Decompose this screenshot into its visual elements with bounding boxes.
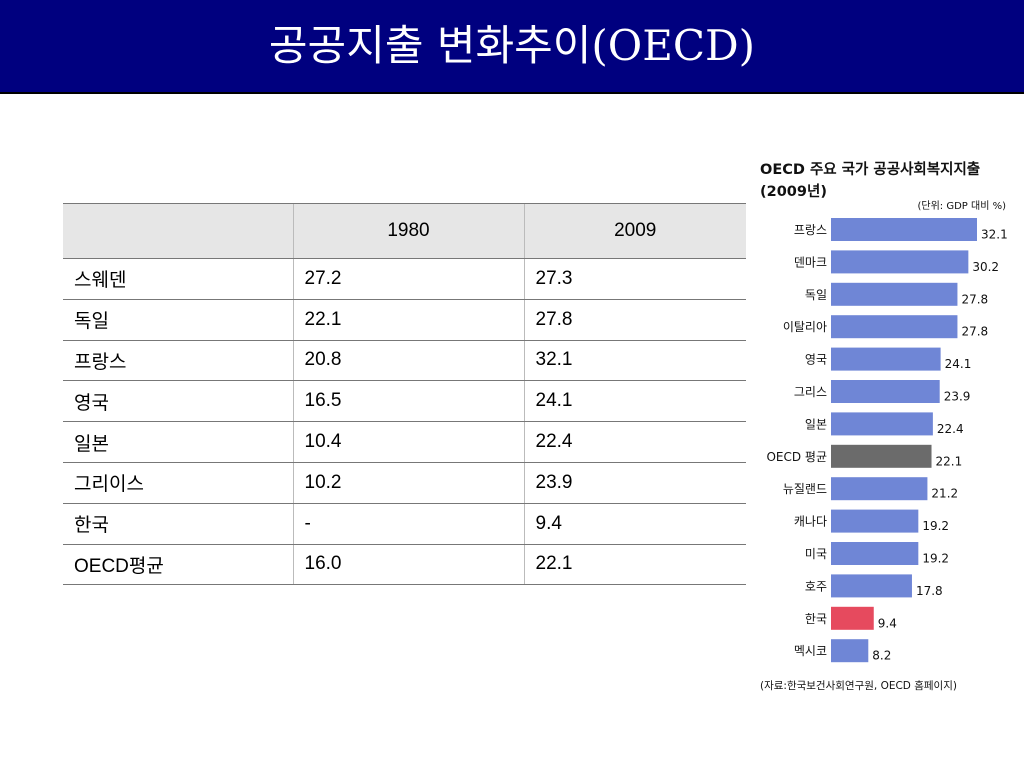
title-bar: 공공지출 변화추이(OECD) [0,0,1024,94]
bar [831,250,969,274]
value-label: 30.2 [972,260,999,274]
cell-2009: 22.1 [523,544,746,586]
bar [831,218,977,241]
chart-subtitle: (2009년) [760,183,827,200]
cell-1980: 10.4 [292,421,524,463]
bar [831,509,919,533]
value-label: 27.8 [961,325,988,339]
category-label: OECD 평균 [766,450,827,464]
header-cell-1980: 1980 [292,203,524,259]
category-label: 멕시코 [794,644,827,658]
category-label: 미국 [805,547,827,561]
cell-1980: - [292,503,524,545]
value-label: 22.1 [936,454,963,468]
cell-1980: 16.0 [292,544,524,586]
table-row: 프랑스 20.8 32.1 [63,340,746,382]
cell-2009: 27.8 [523,299,746,341]
cell-2009: 24.1 [523,380,746,423]
category-label: 영국 [805,353,827,367]
header-cell-2009: 2009 [523,203,746,259]
value-label: 21.2 [931,487,958,501]
cell-1980: 16.5 [292,380,524,423]
cell-1980: 10.2 [292,462,524,504]
cell-1980: 27.2 [292,258,524,300]
category-label: 독일 [805,288,827,302]
bar [831,282,958,306]
table-row: 독일 22.1 27.8 [63,299,746,341]
table-row: 영국 16.5 24.1 [63,380,746,423]
bar [831,380,940,403]
value-label: 24.1 [945,357,972,371]
value-label: 22.4 [937,422,964,436]
cell-2009: 22.4 [523,421,746,463]
cell-country: 그리이스 [63,462,293,504]
value-label: 8.2 [872,649,891,663]
bar [831,412,933,436]
chart-unit-note: (단위: GDP 대비 %) [918,199,1007,212]
category-label: 이탈리아 [783,320,827,334]
bar [831,606,874,630]
cell-2009: 32.1 [523,340,746,382]
cell-1980: 22.1 [292,299,524,341]
cell-2009: 23.9 [523,462,746,504]
cell-country: 프랑스 [63,340,293,382]
cell-1980: 20.8 [292,340,524,382]
category-label: 그리스 [794,385,827,399]
spending-table: 1980 2009 스웨덴 27.2 27.3 독일 22.1 27.8 프랑스… [63,203,746,586]
value-label: 32.1 [981,228,1008,242]
table-header-row: 1980 2009 [63,203,746,259]
header-cell-country [63,203,293,259]
bar-chart-svg: OECD 주요 국가 공공사회복지지출 (2009년) (단위: GDP 대비 … [760,161,1008,692]
category-label: 캐나다 [794,515,827,529]
bar [831,315,958,339]
cell-2009: 9.4 [523,503,746,545]
value-label: 27.8 [961,292,988,306]
table-row: 그리이스 10.2 23.9 [63,462,746,504]
table-row: 스웨덴 27.2 27.3 [63,258,746,300]
table-row: 한국 - 9.4 [63,503,746,545]
cell-country: 한국 [63,503,293,545]
cell-country: 스웨덴 [63,258,293,300]
slide-title: 공공지출 변화추이(OECD) [268,20,756,70]
chart-source: (자료:한국보건사회연구원, OECD 홈페이지) [760,679,957,692]
value-label: 19.2 [922,519,949,533]
bar [831,639,869,663]
cell-country: OECD평균 [63,544,293,586]
chart-title: OECD 주요 국가 공공사회복지지출 [760,161,980,178]
bar [831,542,919,565]
table-row: OECD평균 16.0 22.1 [63,544,746,586]
value-label: 19.2 [922,552,949,566]
bar [831,444,932,468]
cell-country: 영국 [63,380,293,423]
category-label: 뉴질랜드 [783,482,827,496]
welfare-spending-chart: OECD 주요 국가 공공사회복지지출 (2009년) (단위: GDP 대비 … [754,152,1016,700]
category-label: 일본 [805,417,827,431]
bar [831,347,941,371]
category-label: 덴마크 [794,255,827,269]
cell-2009: 27.3 [523,258,746,300]
cell-country: 독일 [63,299,293,341]
category-label: 프랑스 [794,223,827,237]
bars-layer: 프랑스 32.1 덴마크 30.2 독일 27.8 이탈리아 27.8 영국 24.1 그리스 23.… [766,218,1008,663]
value-label: 17.8 [916,584,943,598]
bar [831,477,928,501]
category-label: 한국 [805,612,827,626]
bar [831,574,912,598]
value-label: 9.4 [878,616,897,630]
cell-country: 일본 [63,421,293,463]
value-label: 23.9 [944,390,971,404]
category-label: 호주 [805,579,827,593]
table-row: 일본 10.4 22.4 [63,421,746,463]
